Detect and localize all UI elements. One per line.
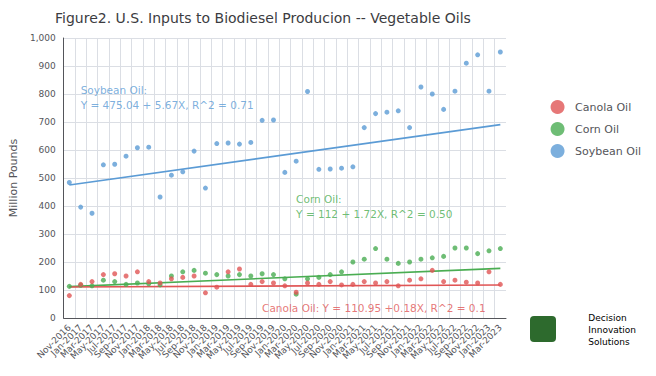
svg-text:800: 800: [38, 89, 55, 99]
svg-text:Corn Oil: Corn Oil: [575, 123, 619, 136]
svg-text:300: 300: [38, 229, 55, 239]
svg-text:Jul-2017: Jul-2017: [85, 322, 119, 356]
svg-text:Mar-2020: Mar-2020: [262, 322, 300, 360]
svg-text:500: 500: [38, 173, 55, 183]
svg-text:Jan-2020: Jan-2020: [253, 322, 289, 358]
svg-text:Million Pounds: Million Pounds: [7, 138, 20, 217]
svg-text:600: 600: [38, 145, 55, 155]
svg-text:700: 700: [38, 117, 55, 127]
svg-text:200: 200: [38, 257, 55, 267]
svg-text:Innovation: Innovation: [588, 325, 636, 335]
svg-text:Mar-2021: Mar-2021: [330, 322, 368, 360]
svg-text:May-2020: May-2020: [272, 322, 312, 361]
svg-text:0: 0: [50, 313, 56, 323]
svg-text:400: 400: [38, 201, 55, 211]
svg-text:Jul-2021: Jul-2021: [357, 322, 391, 356]
svg-text:1,000: 1,000: [30, 33, 56, 43]
svg-text:Jul-2019: Jul-2019: [221, 322, 255, 356]
svg-text:Sep-2022: Sep-2022: [432, 322, 470, 360]
svg-text:Y = 475.04 + 5.67X, R^2 = 0.71: Y = 475.04 + 5.67X, R^2 = 0.71: [80, 99, 254, 111]
svg-text:Jul-2018: Jul-2018: [153, 322, 187, 356]
svg-text:Canola Oil: Canola Oil: [575, 101, 631, 114]
svg-text:Solutions: Solutions: [588, 337, 630, 347]
svg-text:900: 900: [38, 61, 55, 71]
svg-text:May-2018: May-2018: [136, 322, 175, 361]
svg-text:Jan-2021: Jan-2021: [321, 322, 357, 358]
svg-text:Jul-2022: Jul-2022: [425, 322, 459, 356]
svg-text:100: 100: [38, 285, 55, 295]
svg-text:May-2022: May-2022: [408, 322, 448, 361]
svg-text:Jan-2022: Jan-2022: [389, 322, 425, 358]
svg-text:Mar-2023: Mar-2023: [467, 322, 504, 359]
svg-text:Nov-2018: Nov-2018: [171, 322, 209, 361]
svg-text:Decision: Decision: [588, 313, 626, 323]
svg-text:Sep-2021: Sep-2021: [364, 322, 402, 360]
svg-text:Jan-2019: Jan-2019: [185, 322, 221, 358]
svg-text:Jul-2020: Jul-2020: [289, 322, 323, 356]
svg-text:Mar-2022: Mar-2022: [398, 322, 436, 360]
svg-text:Sep-2017: Sep-2017: [92, 322, 130, 360]
svg-text:Nov-2020: Nov-2020: [307, 322, 346, 361]
svg-text:May-2021: May-2021: [340, 322, 380, 361]
svg-text:Jan-2017: Jan-2017: [48, 322, 85, 358]
svg-text:Nov-2016: Nov-2016: [35, 322, 73, 361]
svg-text:Figure2. U.S. Inputs to Biodie: Figure2. U.S. Inputs to Biodiesel Produc…: [55, 10, 471, 26]
svg-text:Y = 112 + 1.72X, R^2 = 0.50: Y = 112 + 1.72X, R^2 = 0.50: [295, 208, 452, 220]
svg-text:Soybean Oil:: Soybean Oil:: [81, 84, 147, 96]
svg-text:May-2019: May-2019: [204, 322, 243, 361]
svg-text:Nov-2017: Nov-2017: [103, 322, 141, 361]
svg-text:Mar-2017: Mar-2017: [58, 322, 96, 360]
svg-text:Corn Oil:: Corn Oil:: [296, 193, 342, 205]
svg-text:May-2017: May-2017: [68, 322, 107, 361]
svg-text:Nov-2021: Nov-2021: [375, 322, 414, 361]
svg-text:Sep-2019: Sep-2019: [228, 322, 266, 360]
svg-text:Nov-2022: Nov-2022: [443, 322, 482, 361]
svg-text:Jan-2023: Jan-2023: [457, 322, 493, 358]
svg-text:Nov-2019: Nov-2019: [239, 322, 277, 361]
svg-text:Canola Oil: Y = 110.95 +0.18X,: Canola Oil: Y = 110.95 +0.18X, R^2 = 0.1: [262, 302, 485, 314]
svg-text:Sep-2018: Sep-2018: [160, 322, 198, 360]
svg-text:Soybean Oil: Soybean Oil: [575, 145, 641, 158]
svg-text:Jan-2018: Jan-2018: [116, 322, 153, 358]
svg-text:Mar-2018: Mar-2018: [126, 322, 164, 360]
svg-text:Mar-2019: Mar-2019: [194, 322, 232, 360]
svg-text:Sep-2020: Sep-2020: [296, 322, 334, 360]
